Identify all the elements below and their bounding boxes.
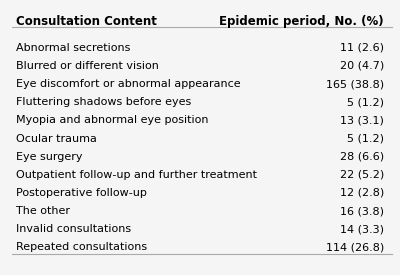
Text: 22 (5.2): 22 (5.2) [340, 170, 384, 180]
Text: Postoperative follow-up: Postoperative follow-up [16, 188, 147, 198]
Text: 28 (6.6): 28 (6.6) [340, 152, 384, 162]
Text: 5 (1.2): 5 (1.2) [347, 97, 384, 107]
Text: Outpatient follow-up and further treatment: Outpatient follow-up and further treatme… [16, 170, 257, 180]
Text: Ocular trauma: Ocular trauma [16, 133, 97, 144]
Text: 16 (3.8): 16 (3.8) [340, 206, 384, 216]
Text: 20 (4.7): 20 (4.7) [340, 61, 384, 71]
Text: Eye discomfort or abnormal appearance: Eye discomfort or abnormal appearance [16, 79, 240, 89]
Text: 114 (26.8): 114 (26.8) [326, 242, 384, 252]
Text: 11 (2.6): 11 (2.6) [340, 43, 384, 53]
Text: 12 (2.8): 12 (2.8) [340, 188, 384, 198]
Text: Invalid consultations: Invalid consultations [16, 224, 131, 234]
Text: Consultation Content: Consultation Content [16, 15, 157, 28]
Text: Abnormal secretions: Abnormal secretions [16, 43, 130, 53]
Text: Blurred or different vision: Blurred or different vision [16, 61, 159, 71]
Text: Repeated consultations: Repeated consultations [16, 242, 147, 252]
Text: Fluttering shadows before eyes: Fluttering shadows before eyes [16, 97, 191, 107]
Text: Epidemic period, No. (%): Epidemic period, No. (%) [220, 15, 384, 28]
Text: Eye surgery: Eye surgery [16, 152, 82, 162]
Text: 165 (38.8): 165 (38.8) [326, 79, 384, 89]
Text: 14 (3.3): 14 (3.3) [340, 224, 384, 234]
Text: The other: The other [16, 206, 70, 216]
Text: Myopia and abnormal eye position: Myopia and abnormal eye position [16, 116, 208, 125]
Text: 13 (3.1): 13 (3.1) [340, 116, 384, 125]
Text: 5 (1.2): 5 (1.2) [347, 133, 384, 144]
